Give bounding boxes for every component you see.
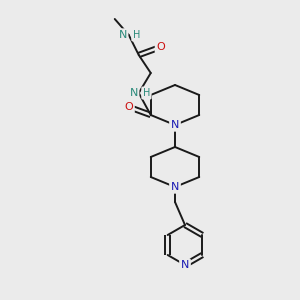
Text: O: O	[124, 102, 133, 112]
Text: N: N	[129, 88, 138, 98]
Text: N: N	[171, 182, 179, 192]
Text: N: N	[118, 30, 127, 40]
Text: H: H	[143, 88, 150, 98]
Text: O: O	[156, 42, 165, 52]
Text: N: N	[181, 260, 189, 270]
Text: N: N	[171, 120, 179, 130]
Text: H: H	[133, 30, 140, 40]
